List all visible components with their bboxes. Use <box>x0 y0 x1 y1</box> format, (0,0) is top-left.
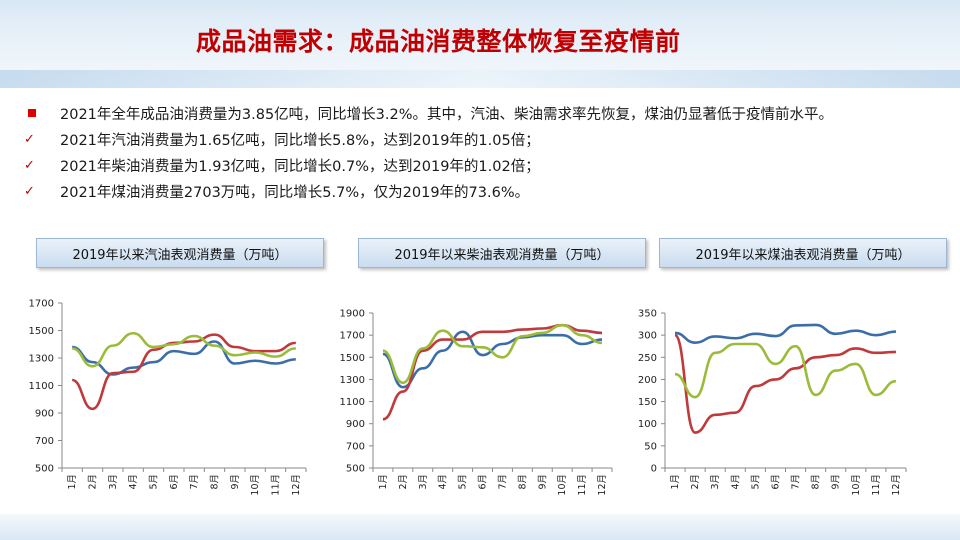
y-tick-label: 900 <box>346 419 365 430</box>
bullet-text: 2021年柴油消费量为1.93亿吨，同比增长0.7%，达到2019年的1.02倍… <box>60 158 540 175</box>
x-tick-label: 10月 <box>851 474 862 496</box>
bullet-item: 2021年全年成品油消费量为3.85亿吨，同比增长3.2%。其中，汽油、柴油需求… <box>24 100 954 126</box>
x-tick-label: 4月 <box>730 474 741 490</box>
check-icon: ✓ <box>24 157 35 173</box>
y-tick-label: 1300 <box>340 375 365 386</box>
y-tick-label: 300 <box>638 331 657 342</box>
y-tick-label: 1100 <box>29 381 54 392</box>
x-tick-label: 1月 <box>670 474 681 490</box>
x-tick-label: 5月 <box>458 474 469 490</box>
y-tick-label: 500 <box>346 464 365 475</box>
y-tick-label: 50 <box>644 441 657 452</box>
x-tick-label: 11月 <box>871 474 882 496</box>
x-tick-label: 5月 <box>149 474 160 490</box>
x-tick-label: 11月 <box>271 474 282 496</box>
y-tick-label: 350 <box>638 309 657 320</box>
bullet-item: ✓ 2021年煤油消费量2703万吨，同比增长5.7%，仅为2019年的73.6… <box>24 178 954 204</box>
x-tick-label: 12月 <box>597 474 608 496</box>
page-title: 成品油需求：成品油消费整体恢复至疫情前 <box>196 27 681 56</box>
x-tick-label: 1月 <box>378 474 389 490</box>
x-tick-label: 3月 <box>418 474 429 490</box>
series-line-2021年 <box>674 342 897 399</box>
bullet-text: 2021年汽油消费量为1.65亿吨，同比增长5.8%，达到2019年的1.05倍… <box>60 132 540 149</box>
y-tick-label: 0 <box>651 464 657 475</box>
square-bullet-icon <box>24 106 60 121</box>
y-tick-label: 700 <box>35 436 54 447</box>
y-tick-label: 200 <box>638 375 657 386</box>
y-tick-label: 1100 <box>340 397 365 408</box>
series-line-2019年 <box>674 323 896 344</box>
y-tick-label: 100 <box>638 419 657 430</box>
x-tick-label: 6月 <box>770 474 781 490</box>
bullet-item: ✓ 2021年汽油消费量为1.65亿吨，同比增长5.8%，达到2019年的1.0… <box>24 126 954 152</box>
x-tick-label: 2月 <box>88 474 99 490</box>
y-tick-label: 500 <box>35 464 54 475</box>
x-tick-label: 7月 <box>791 474 802 490</box>
x-tick-label: 6月 <box>478 474 489 490</box>
header-band <box>0 0 960 88</box>
y-tick-label: 1900 <box>340 309 365 320</box>
bullet-list: 2021年全年成品油消费量为3.85亿吨，同比增长3.2%。其中，汽油、柴油需求… <box>24 100 954 204</box>
bullet-item: ✓ 2021年柴油消费量为1.93亿吨，同比增长0.7%，达到2019年的1.0… <box>24 152 954 178</box>
kerosene-line-chart: 0 50 100 150 200 250 300 350 1月 2月 3月 4月 5月 6月 7月 8月 9月 1… <box>638 309 916 527</box>
y-tick-label: 1700 <box>29 299 54 310</box>
series-line-2020年 <box>71 333 296 411</box>
bullet-text: 2021年全年成品油消费量为3.85亿吨，同比增长3.2%。其中，汽油、柴油需求… <box>60 106 834 123</box>
bullet-text: 2021年煤油消费量2703万吨，同比增长5.7%，仅为2019年的73.6%。 <box>60 184 530 201</box>
x-tick-label: 10月 <box>250 474 261 496</box>
y-tick-label: 1500 <box>29 326 54 337</box>
x-tick-label: 7月 <box>189 474 200 490</box>
kerosene-chart-title: 2019年以来煤油表观消费量（万吨） <box>659 238 947 268</box>
x-tick-label: 9月 <box>537 474 548 490</box>
x-tick-label: 4月 <box>128 474 139 490</box>
x-tick-label: 8月 <box>210 474 221 490</box>
x-tick-label: 7月 <box>497 474 508 490</box>
check-icon: ✓ <box>24 183 35 199</box>
x-tick-label: 12月 <box>291 474 302 496</box>
series-line-2019年 <box>382 330 603 389</box>
gasoline-chart-title: 2019年以来汽油表观消费量（万吨） <box>36 238 324 268</box>
check-icon: ✓ <box>24 131 35 147</box>
header-divider <box>0 70 960 88</box>
series-line-2020年 <box>673 333 896 434</box>
footer-band <box>0 514 960 540</box>
x-tick-label: 9月 <box>831 474 842 490</box>
x-tick-label: 2月 <box>690 474 701 490</box>
x-tick-label: 4月 <box>438 474 449 490</box>
x-tick-label: 3月 <box>710 474 721 490</box>
x-tick-label: 6月 <box>169 474 180 490</box>
x-tick-label: 1月 <box>67 474 78 490</box>
x-tick-label: 10月 <box>557 474 568 496</box>
y-tick-label: 1700 <box>340 331 365 342</box>
x-tick-label: 9月 <box>230 474 241 490</box>
series-line-2021年 <box>382 323 603 385</box>
y-tick-label: 1500 <box>340 353 365 364</box>
series-line-2021年 <box>71 331 296 368</box>
x-tick-label: 3月 <box>108 474 119 490</box>
y-tick-label: 150 <box>638 397 657 408</box>
y-tick-label: 1300 <box>29 354 54 365</box>
y-tick-label: 700 <box>346 441 365 452</box>
x-tick-label: 8月 <box>517 474 528 490</box>
x-tick-label: 8月 <box>811 474 822 490</box>
x-tick-label: 11月 <box>577 474 588 496</box>
x-tick-label: 2月 <box>398 474 409 490</box>
x-tick-label: 12月 <box>891 474 902 496</box>
diesel-chart-title: 2019年以来柴油表观消费量（万吨） <box>358 238 646 268</box>
diesel-line-chart: 500 700 900 1100 1300 1500 1700 1900 1月 2月 3月 4月 5月 6… <box>340 309 613 526</box>
y-tick-label: 250 <box>638 353 657 364</box>
series-line-2019年 <box>71 340 296 376</box>
gasoline-line-chart: 500 700 900 1100 1300 1500 1700 1月 2月 3月 4月 5月 6月 7月 8… <box>29 299 307 526</box>
x-tick-label: 5月 <box>750 474 761 490</box>
y-tick-label: 900 <box>35 409 54 420</box>
